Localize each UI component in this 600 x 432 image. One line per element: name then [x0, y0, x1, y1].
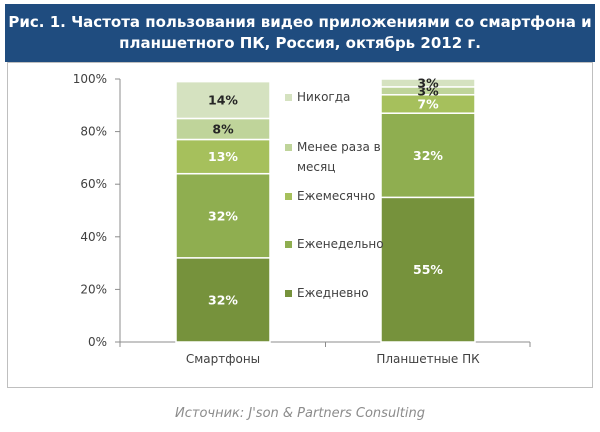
- legend-label: Еженедельно: [297, 237, 384, 251]
- source-note: Источник: J'son & Partners Consulting: [175, 406, 425, 421]
- chart-title-banner: Рис. 1. Частота пользования видео прилож…: [5, 4, 595, 62]
- y-tick-label: 80%: [80, 125, 107, 139]
- data-label: 14%: [208, 93, 238, 108]
- y-tick-label: 20%: [80, 282, 107, 296]
- y-tick-label: 0%: [88, 335, 107, 349]
- chart-frame: [7, 62, 593, 388]
- chart-title-line-1: Рис. 1. Частота пользования видео прилож…: [8, 13, 592, 31]
- y-tick-label: 40%: [80, 230, 107, 244]
- legend-swatch: [285, 193, 292, 200]
- legend-label: Менее раза в: [297, 140, 381, 154]
- data-label: 55%: [413, 262, 443, 277]
- x-category-label: Планшетные ПК: [376, 352, 480, 366]
- legend-label: Никогда: [297, 90, 350, 104]
- bar-segment: [175, 172, 271, 259]
- bar-segment: [380, 78, 476, 88]
- bar-segment: [380, 112, 476, 199]
- legend-swatch: [285, 290, 292, 297]
- legend-label: Ежедневно: [297, 286, 369, 300]
- data-label: 3%: [417, 75, 439, 90]
- bar-segment: [175, 257, 271, 343]
- data-label: 7%: [417, 96, 439, 111]
- bar-segment: [175, 138, 271, 175]
- legend-label: месяц: [297, 160, 335, 174]
- y-tick-label: 60%: [80, 177, 107, 191]
- legend-swatch: [285, 144, 292, 151]
- data-label: 13%: [208, 149, 238, 164]
- chart-title-line-2: планшетного ПК, Россия, октябрь 2012 г.: [119, 34, 481, 52]
- x-category-label: Смартфоны: [186, 352, 260, 366]
- y-tick-label: 100%: [73, 72, 107, 86]
- legend-label: Ежемесячно: [297, 189, 375, 203]
- data-label: 32%: [413, 148, 443, 163]
- legend-swatch: [285, 241, 292, 248]
- data-label: 8%: [212, 121, 234, 136]
- legend-swatch: [285, 94, 292, 101]
- data-label: 32%: [208, 208, 238, 223]
- data-label: 32%: [208, 292, 238, 307]
- bar-segment: [175, 80, 271, 120]
